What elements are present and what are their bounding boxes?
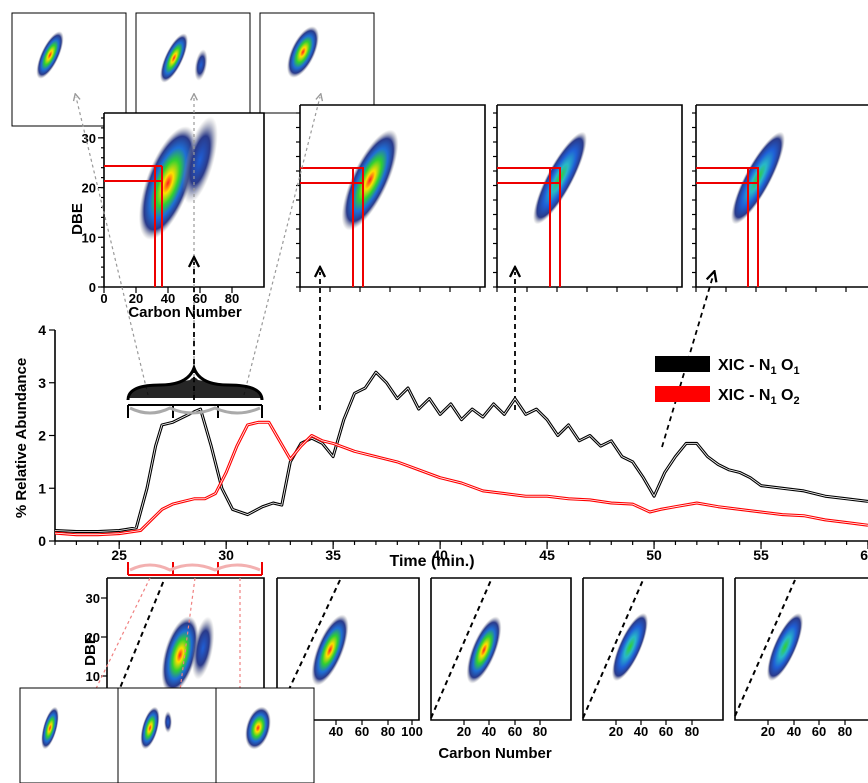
heatmap-blob (161, 616, 199, 694)
bottom-x-tick-label: 40 (482, 724, 496, 739)
mini-heatmap-blob (194, 49, 208, 81)
top-row-panels (296, 104, 868, 292)
bottom-panel-3 (430, 577, 572, 721)
top-large-panel: 0 10 20 30 0 20 40 60 80 DBE Carbon Number (69, 112, 265, 321)
bottom-x-tick-label: 20 (609, 724, 623, 739)
bottom-x-tick-label: 60 (659, 724, 673, 739)
bottom-y-tick-label: 20 (86, 630, 100, 645)
top-y-tick-label: 10 (82, 230, 96, 245)
main-x-tick-label: 50 (646, 547, 662, 563)
mini-panel-frame (11, 12, 127, 127)
main-x-tick-label: 55 (753, 547, 769, 563)
bottom-x-tick-label: 40 (329, 724, 343, 739)
series-highlight-0 (54, 371, 868, 532)
mini-panels-bottom (19, 687, 315, 783)
main-y-axis-label: % Relative Abundance (13, 358, 30, 518)
bottom-x-tick-label: 20 (457, 724, 471, 739)
top-panel-2 (299, 104, 486, 288)
heatmap-blob (138, 126, 198, 240)
main-y-tick-label: 0 (38, 533, 46, 549)
main-x-axis-label: Time (min.) (389, 553, 474, 570)
bottom-x-tick-label: 60 (508, 724, 522, 739)
bottom-x-tick-label: 40 (787, 724, 801, 739)
mini-panel-frame (259, 12, 375, 114)
mini-heatmap-blob (41, 706, 59, 750)
bottom-x-tick-label: 80 (838, 724, 852, 739)
main-y-tick-label: 1 (38, 480, 46, 496)
top-x-tick-label: 20 (129, 291, 143, 306)
legend-swatch-black (655, 356, 710, 372)
bottom-y-tick-label: 30 (86, 591, 100, 606)
heatmap-blob (466, 616, 502, 684)
time-bracket-bottom (127, 562, 263, 576)
main-chart: 0 1 2 3 4 25 30 35 40 45 50 55 60 % Relative Abundan… (13, 322, 868, 570)
mini-panel-frame (135, 12, 251, 114)
mini-heatmap-blob (245, 706, 271, 750)
bottom-x-tick-label: 80 (533, 724, 547, 739)
mini-heatmap-blob (36, 31, 64, 79)
mini-heatmap-blob (164, 711, 172, 733)
top-y-tick-label: 0 (89, 280, 96, 295)
heatmap-blob (611, 612, 649, 682)
bottom-x-tick-label: 40 (634, 724, 648, 739)
bottom-x-tick-label: 60 (355, 724, 369, 739)
black-connectors (194, 262, 713, 448)
top-x-tick-label: 60 (193, 291, 207, 306)
main-x-tick-label: 40 (432, 547, 448, 563)
bottom-panel-5 (734, 577, 868, 721)
heatmap-blob (182, 116, 218, 204)
legend: XIC - N1 O1 XIC - N1 O2 (655, 356, 800, 407)
top-panel-3 (496, 104, 683, 288)
heatmap-blob (311, 614, 349, 686)
heatmap-blob (191, 616, 215, 680)
bottom-x-tick-label: 60 (812, 724, 826, 739)
series-line-1 (54, 420, 868, 537)
legend-label-n1o1: XIC - N1 O1 (718, 357, 800, 377)
legend-label-n1o2: XIC - N1 O2 (718, 387, 800, 407)
bottom-y-axis-label: DBE (82, 634, 99, 666)
mini-heatmap-blob (159, 33, 189, 83)
series-highlight-1 (54, 421, 868, 536)
top-x-tick-label: 80 (225, 291, 239, 306)
main-x-tick-label: 25 (111, 547, 127, 563)
legend-swatch-red (655, 386, 710, 402)
bottom-x-axis-label: Carbon Number (438, 745, 552, 762)
mini-heatmap-blob (140, 706, 160, 750)
top-x-axis-label: Carbon Number (128, 304, 242, 321)
main-y-tick-label: 3 (38, 375, 46, 391)
bottom-panel-1: DBE (82, 577, 265, 721)
bottom-panel-4 (582, 577, 724, 721)
bottom-x-tick-label: 80 (381, 724, 395, 739)
top-x-tick-label: 0 (100, 291, 107, 306)
bottom-x-tick-label: 80 (685, 724, 699, 739)
heatmap-blob (766, 612, 804, 682)
top-y-tick-label: 20 (82, 181, 96, 196)
heatmap-blob (341, 129, 399, 231)
top-panel-4 (695, 104, 868, 288)
main-x-tick-label: 30 (218, 547, 234, 563)
main-y-tick-label: 2 (38, 428, 46, 444)
bottom-y-tick-label: 10 (86, 669, 100, 684)
time-bracket-top (126, 363, 264, 418)
main-x-tick-label: 45 (539, 547, 555, 563)
top-y-tick-label: 30 (82, 131, 96, 146)
bottom-x-tick-label: 20 (761, 724, 775, 739)
main-x-tick-label: 60 (860, 547, 868, 563)
bottom-x-tick-label: 100 (401, 724, 423, 739)
main-x-tick-label: 35 (325, 547, 341, 563)
mini-panels-top (11, 12, 375, 127)
mini-heatmap-blob (286, 26, 320, 78)
main-y-tick-label: 4 (38, 322, 46, 338)
top-y-axis-label: DBE (69, 203, 86, 235)
top-x-tick-label: 40 (161, 291, 175, 306)
